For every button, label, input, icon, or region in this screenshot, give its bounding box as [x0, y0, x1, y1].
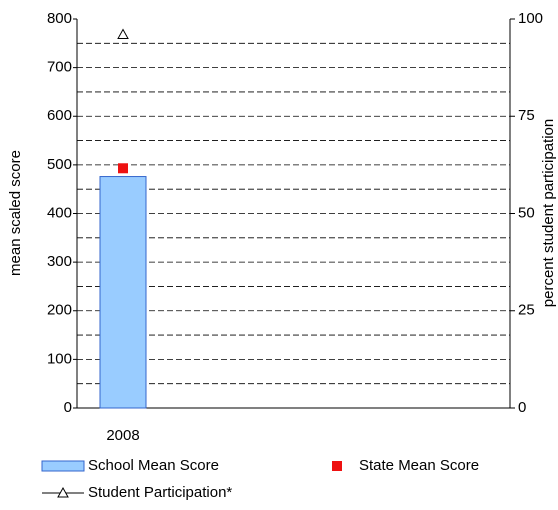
x-tick-label: 2008	[106, 427, 139, 444]
y-tick-label: 300	[47, 253, 72, 270]
y-tick-label: 200	[47, 302, 72, 319]
y-tick-label: 600	[47, 107, 72, 124]
y2-tick-label: 100	[518, 10, 543, 27]
legend-label: School Mean Score	[88, 457, 219, 474]
legend-swatch	[41, 460, 85, 472]
y2-tick-label: 0	[518, 399, 526, 416]
legend-swatch	[57, 486, 69, 498]
y2-tick-label: 25	[518, 302, 535, 319]
y2-tick-label: 75	[518, 107, 535, 124]
marker	[117, 28, 129, 40]
y-tick-label: 700	[47, 59, 72, 76]
y-tick-label: 500	[47, 156, 72, 173]
y-tick-label: 0	[64, 399, 72, 416]
legend-label: Student Participation*	[88, 484, 232, 501]
y2-tick-label: 50	[518, 204, 535, 221]
y-tick-label: 100	[47, 350, 72, 367]
y2-axis-title: percent student participation	[540, 119, 557, 307]
legend-swatch	[332, 461, 342, 471]
y-tick-label: 400	[47, 204, 72, 221]
y-axis-title: mean scaled score	[7, 150, 24, 276]
legend-label: State Mean Score	[359, 457, 479, 474]
marker	[118, 163, 128, 174]
bar	[99, 176, 147, 409]
y-tick-label: 800	[47, 10, 72, 27]
